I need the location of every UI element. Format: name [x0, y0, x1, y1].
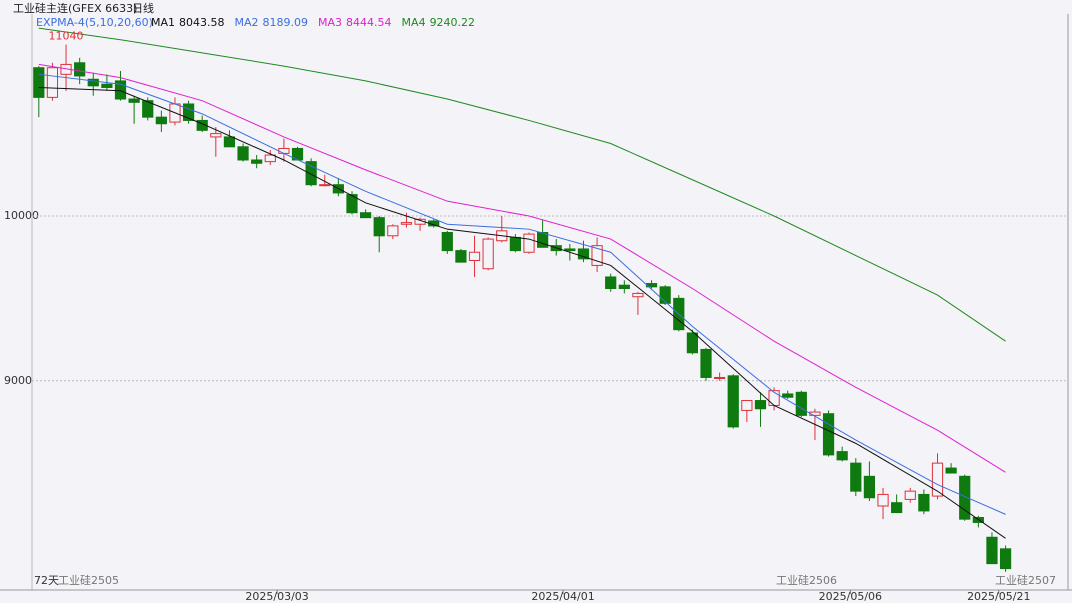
candle-body [400, 222, 413, 225]
candle-body [319, 184, 331, 187]
legend-value: 9240.22 [430, 16, 476, 29]
candle-body [754, 400, 767, 410]
candle-body [836, 451, 848, 461]
days: 72天 [34, 574, 59, 587]
candle-body [959, 475, 971, 520]
candle-body [346, 194, 358, 214]
candle-body [359, 212, 372, 219]
candle-body [142, 100, 154, 118]
candle-body [373, 217, 385, 237]
candle-body [727, 375, 739, 428]
candle-body [387, 225, 399, 237]
high-label: 11040 [49, 30, 84, 43]
candle-body [278, 147, 290, 154]
title[interactable]: 工业硅主连(GFEX 6633) [13, 2, 137, 15]
candle-body [196, 119, 208, 131]
candle-body [305, 161, 317, 186]
candle-body [128, 98, 140, 103]
candle-body [564, 248, 576, 252]
y-tick-label: 9000 [4, 374, 32, 387]
ma-line [38, 27, 1006, 342]
candle-body [822, 413, 835, 456]
candle-body [632, 292, 644, 298]
candle-body [87, 78, 99, 87]
legend-name: MA4 [402, 16, 426, 29]
candle-body [237, 146, 249, 161]
legend-value: 8444.54 [346, 16, 392, 29]
candle-body [714, 376, 726, 379]
candle-body [509, 236, 521, 252]
legend-value: 8189.09 [263, 16, 309, 29]
candle-body [931, 462, 944, 497]
candle-body [741, 400, 753, 411]
candle-body [700, 348, 712, 378]
contract-label: 工业硅2506 [776, 574, 837, 587]
ma-line [38, 86, 1006, 539]
contract-label: 工业硅2505 [58, 574, 119, 587]
candle-body [482, 238, 494, 270]
candle-body [904, 490, 916, 500]
legend-value: 8043.58 [179, 16, 225, 29]
candle-body [441, 231, 453, 252]
candle-body [223, 136, 236, 148]
ma-line [38, 63, 1006, 473]
candle-body [945, 467, 957, 474]
candle-body [850, 462, 862, 492]
period[interactable]: 日线 [132, 1, 154, 15]
candle-body [74, 62, 86, 77]
candle-body [782, 393, 794, 398]
candle-body [659, 286, 671, 304]
candle-body [101, 83, 113, 88]
indicator[interactable]: EXPMA-4(5,10,20,60) [36, 16, 153, 29]
candle-body [114, 80, 127, 100]
candle-body [523, 233, 535, 253]
x-tick-label: 2025/04/01 [531, 590, 594, 603]
candle-body [986, 536, 998, 565]
candle-body [877, 493, 889, 507]
candle-body [863, 475, 876, 499]
candle-body [46, 67, 59, 98]
candle-body [618, 284, 630, 289]
y-tick-label: 10000 [4, 209, 39, 222]
x-tick-label: 2025/03/03 [245, 590, 308, 603]
candle-body [33, 67, 45, 98]
candle-body [918, 493, 930, 512]
candle-body [264, 154, 276, 163]
candle-body [686, 332, 699, 354]
candle-body [155, 116, 167, 125]
candle-body [537, 231, 549, 248]
candle-body [577, 248, 590, 260]
candle-body [468, 251, 481, 261]
candle-body [182, 103, 195, 121]
x-tick-label: 2025/05/21 [967, 590, 1030, 603]
candle-body [455, 250, 467, 263]
ma-line [38, 73, 1006, 515]
legend-name: MA2 [235, 16, 259, 29]
legend-name: MA1 [151, 16, 175, 29]
candle-body [210, 133, 222, 138]
candle-body [891, 502, 903, 514]
x-tick-label: 2025/05/06 [819, 590, 882, 603]
candle-body [591, 245, 603, 266]
legend-name: MA3 [318, 16, 342, 29]
candle-body [251, 159, 263, 164]
candle-body [605, 276, 617, 289]
contract-label: 工业硅2507 [995, 574, 1056, 587]
candle-body [795, 391, 807, 416]
candle-body [999, 548, 1012, 570]
